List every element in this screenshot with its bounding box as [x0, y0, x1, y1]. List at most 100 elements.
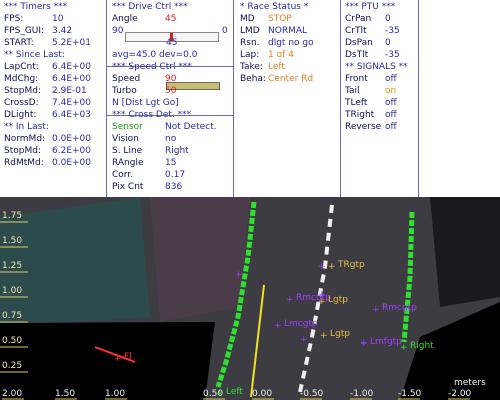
speed-gauge	[166, 82, 220, 90]
field-label: RdMtMd:	[4, 158, 44, 168]
scene	[430, 197, 500, 307]
crosshair: +	[114, 354, 122, 364]
point-label: Rmcgtp	[296, 293, 331, 303]
axis-unit: meters	[454, 378, 486, 388]
crosshair: +	[318, 290, 326, 300]
field-label: Pix Cnt	[112, 182, 144, 192]
marker-line	[94, 346, 136, 363]
field-value: 6.4E+00	[52, 74, 91, 84]
field-label: LMD	[240, 26, 260, 36]
field-value: off	[385, 110, 397, 120]
crosshair: +	[360, 338, 368, 348]
separator	[340, 0, 341, 197]
section-header: *** Drive Ctrl ***	[112, 2, 188, 12]
x-tick-label: 1.00	[105, 389, 125, 399]
field-value: 1 of 4	[268, 50, 294, 60]
field-value: Right	[165, 146, 189, 156]
field-value: NORMAL	[268, 26, 308, 36]
separator	[418, 0, 419, 197]
crosshair: +	[235, 270, 243, 280]
info-text: N [Dist Lgt Go]	[112, 98, 179, 108]
crosshair: +	[360, 339, 368, 349]
field-value: 10	[52, 14, 64, 24]
x-tick-label: 0.00	[252, 389, 272, 399]
point-label: Rmcgtp	[382, 303, 417, 313]
point-label: Lmcgtp	[284, 319, 318, 329]
field-value: -35	[385, 26, 400, 36]
field-value: off	[385, 98, 397, 108]
field-label: Angle	[112, 14, 138, 24]
lane-line	[215, 201, 257, 388]
field-label: DLight:	[4, 110, 37, 120]
y-tick-label: 1.75	[2, 211, 22, 221]
field-value: no	[165, 134, 177, 144]
lane-line	[401, 211, 415, 343]
section-header: ** SIGNALS **	[345, 62, 408, 72]
slider-knob	[170, 33, 173, 41]
field-label: Beha:	[240, 74, 266, 84]
field-label: FPS_GUI:	[4, 26, 45, 36]
crosshair: +	[328, 262, 336, 272]
field-value: 836	[165, 182, 183, 192]
crosshair: +	[286, 295, 294, 305]
field-label: FPS:	[4, 14, 24, 24]
overlay: 1.75 1.50 1.25 1.00 0.75 0.50 0.25 2.00 1.50 1.00…	[0, 211, 486, 400]
crosshair: +	[300, 335, 308, 345]
point-label: Lgtp	[330, 329, 350, 339]
point-label: Right	[410, 341, 434, 351]
field-value: 2.9E-01	[52, 86, 87, 96]
separator	[233, 0, 234, 197]
y-tick-label: 0.75	[2, 311, 22, 321]
field-label: Lap:	[240, 50, 260, 60]
field-label: CrossD:	[4, 98, 39, 108]
section-header: *** Timers ***	[4, 2, 68, 12]
field-value: STOP	[268, 14, 292, 24]
center-line	[298, 204, 334, 393]
field-label: RAngle	[112, 158, 144, 168]
section-header: ** In Last:	[4, 122, 49, 132]
crosshair: +	[318, 262, 326, 272]
separator	[107, 115, 233, 116]
field-value: 5.2E+01	[52, 38, 91, 48]
field-label: CrTlt	[345, 26, 367, 36]
field-value: Not Detect.	[165, 122, 217, 132]
section-header: *** PTU ***	[345, 2, 396, 12]
x-tick-label: 2.00	[2, 389, 22, 399]
x-tick-label: -1.00	[350, 389, 374, 399]
field-label: S. Line	[112, 146, 143, 156]
info-text: avg=45.0 dev=0.0	[112, 50, 198, 60]
field-label: Speed	[112, 74, 141, 84]
field-value: 3.42	[52, 26, 73, 36]
field-label: Tail	[345, 86, 360, 96]
separator	[107, 66, 233, 67]
field-value: off	[385, 122, 397, 132]
x-tick-label: -2.00	[448, 389, 472, 399]
field-label: MD	[240, 14, 255, 24]
field-value: 45	[165, 14, 177, 24]
field-label: MdChg:	[4, 74, 39, 84]
section-header: * Race Status *	[240, 2, 309, 12]
point-label: Left	[226, 387, 243, 397]
mask	[400, 302, 500, 400]
camera-view: 1.75 1.50 1.25 1.00 0.75 0.50 0.25 2.00 1.50 1.00…	[0, 197, 500, 400]
section-header: ** Since Last:	[4, 50, 65, 60]
field-value: off	[385, 74, 397, 84]
field-value: dlgt no go	[268, 38, 314, 48]
field-value: 7.4E+00	[52, 98, 91, 108]
field-label: Corr.	[112, 170, 134, 180]
field-value: 0.0E+00	[52, 158, 91, 168]
point-label: TRgtp	[337, 260, 365, 270]
field-label: StopMd:	[4, 146, 41, 156]
crosshair: +	[320, 331, 328, 341]
x-tick-label: 1.50	[55, 389, 75, 399]
field-value: 6.4E+03	[52, 110, 91, 120]
field-label: StopMd:	[4, 86, 41, 96]
field-value: 6.4E+00	[52, 62, 91, 72]
y-tick-label: 1.25	[2, 261, 22, 271]
section-header: *** Cross Det. ***	[112, 110, 192, 120]
section-header: *** Speed Ctrl ***	[112, 62, 192, 72]
separator	[106, 0, 107, 197]
field-label: Front	[345, 74, 368, 84]
field-label: Reverse	[345, 122, 382, 132]
